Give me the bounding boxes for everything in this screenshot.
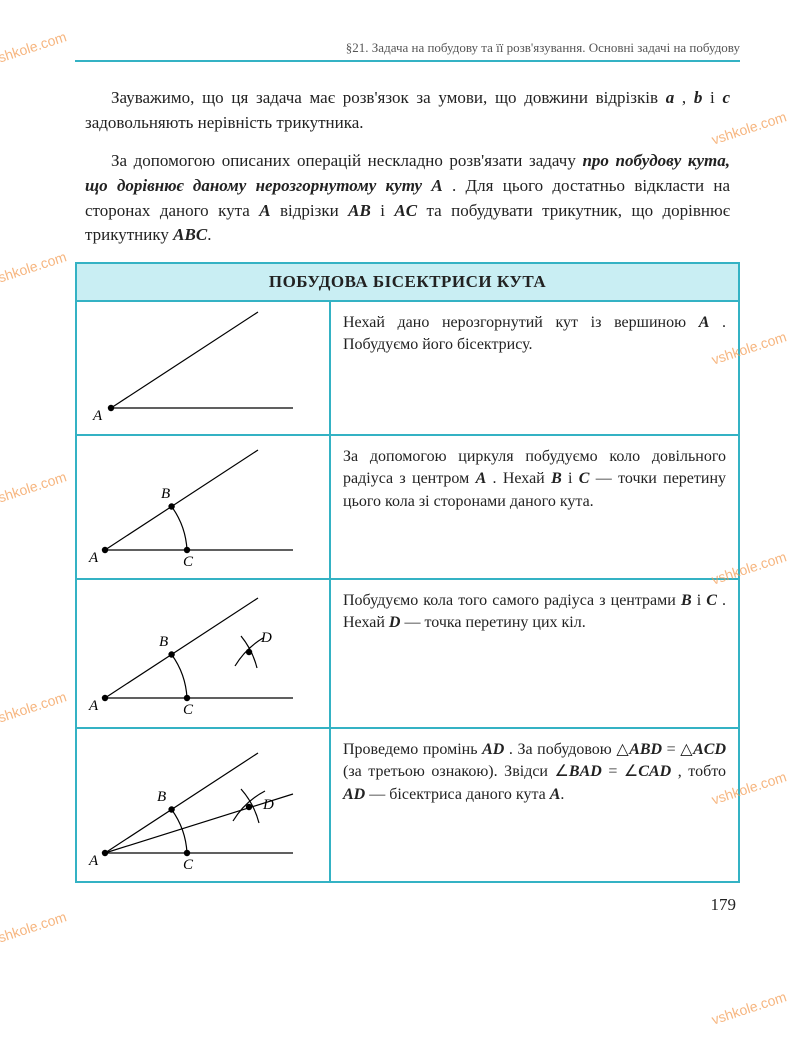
var-AB: AB <box>348 201 371 220</box>
step-text-3: Побудуємо кола того самого радіуса з цен… <box>330 579 739 728</box>
var-A: A <box>259 201 270 220</box>
page-container: §21. Задача на побудову та її розв'язува… <box>0 0 800 945</box>
diagram-4: A C B D <box>83 735 303 875</box>
svg-text:A: A <box>88 550 99 566</box>
var-ABC: ABC <box>173 225 207 244</box>
svg-text:A: A <box>88 853 99 869</box>
table-row: A C B D Побудуємо кола того самого радіу… <box>76 579 739 728</box>
svg-text:C: C <box>183 857 194 873</box>
p2-c: відрізки <box>280 201 348 220</box>
svg-text:A: A <box>92 408 103 424</box>
svg-text:D: D <box>260 630 272 646</box>
p1-text-a: Зауважимо, що ця задача має розв'язок за… <box>111 88 666 107</box>
diagram-3: A C B D <box>83 586 303 721</box>
var-a: a <box>666 88 675 107</box>
sep: і <box>371 201 395 220</box>
p1-text-b: задовольняють нерівність трикутника. <box>85 113 364 132</box>
diagram-1: A <box>83 308 303 428</box>
var-AC: AC <box>394 201 417 220</box>
figure-cell-3: A C B D <box>76 579 330 728</box>
figure-cell-2: A C B <box>76 435 330 579</box>
svg-text:D: D <box>262 797 274 813</box>
sep: , <box>674 88 694 107</box>
figure-cell-1: A <box>76 301 330 435</box>
step-text-1: Нехай дано нерозгорнутий кут із вершиною… <box>330 301 739 435</box>
step-text-4: Проведемо промінь AD . За побудовою △ABD… <box>330 728 739 882</box>
svg-text:C: C <box>183 702 194 718</box>
section-header: §21. Задача на побудову та її розв'язува… <box>75 40 740 62</box>
paragraph-2: За допомогою описаних операцій нескладно… <box>75 149 740 248</box>
table-row: A Нехай дано нерозгорнутий кут із вершин… <box>76 301 739 435</box>
svg-text:C: C <box>183 554 194 570</box>
var-c: c <box>722 88 730 107</box>
page-number: 179 <box>75 895 740 915</box>
table-title: ПОБУДОВА БІСЕКТРИСИ КУТА <box>76 263 739 301</box>
p2-a: За допомогою описаних операцій нескладно… <box>111 151 582 170</box>
svg-text:B: B <box>159 634 168 650</box>
svg-text:B: B <box>161 486 170 502</box>
paragraph-1: Зауважимо, що ця задача має розв'язок за… <box>75 86 740 135</box>
table-row: A C B За допомогою циркуля побудуємо кол… <box>76 435 739 579</box>
step-text-2: За допомогою циркуля побудуємо коло дові… <box>330 435 739 579</box>
svg-text:B: B <box>157 789 166 805</box>
svg-text:A: A <box>88 698 99 714</box>
construction-table: ПОБУДОВА БІСЕКТРИСИ КУТА A Нехай дано не… <box>75 262 740 883</box>
watermark: vshkole.com <box>709 988 788 1027</box>
table-row: A C B D Проведемо промінь AD . За побудо… <box>76 728 739 882</box>
figure-cell-4: A C B D <box>76 728 330 882</box>
sep: і <box>702 88 722 107</box>
diagram-2: A C B <box>83 442 303 572</box>
